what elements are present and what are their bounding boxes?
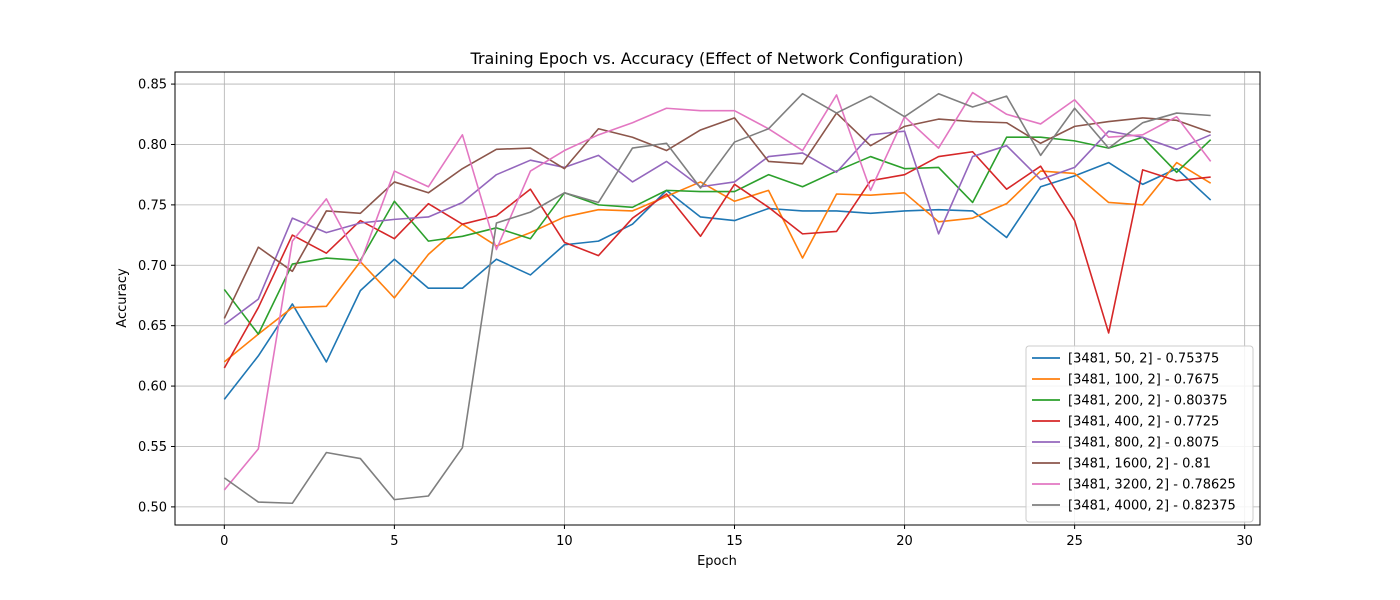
x-axis-label: Epoch — [697, 554, 737, 569]
legend: [3481, 50, 2] - 0.75375 [3481, 100, 2] - … — [1025, 345, 1254, 523]
y-tick-label: 0.85 — [138, 78, 167, 93]
series-line-0 — [223, 161, 1212, 400]
x-tick-label: 15 — [726, 534, 743, 549]
series-line-3 — [223, 150, 1211, 369]
y-tick-label: 0.55 — [138, 440, 167, 455]
plot-frame — [174, 71, 1261, 526]
y-tick-label: 0.80 — [138, 138, 167, 153]
x-tick-label: 0 — [220, 534, 228, 549]
legend-entry: [3481, 50, 2] - 0.75375 — [1068, 352, 1219, 367]
y-tick-label: 0.50 — [138, 500, 167, 515]
legend-entry: [3481, 200, 2] - 0.80375 — [1068, 394, 1228, 409]
legend-entry: [3481, 400, 2] - 0.7725 — [1068, 415, 1219, 430]
series-line-6 — [223, 91, 1212, 491]
series-line-2 — [223, 136, 1212, 335]
x-tick-label: 20 — [896, 534, 913, 549]
legend-entry: [3481, 4000, 2] - 0.82375 — [1068, 499, 1236, 514]
y-tick-label: 0.75 — [138, 198, 167, 213]
y-axis-label: Accuracy — [115, 268, 130, 328]
legend-entry: [3481, 800, 2] - 0.8075 — [1068, 436, 1219, 451]
legend-entry: [3481, 100, 2] - 0.7675 — [1068, 373, 1219, 388]
chart-title: Training Epoch vs. Accuracy (Effect of N… — [470, 49, 964, 68]
y-tick-label: 0.60 — [138, 380, 167, 395]
x-tick-label: 10 — [556, 534, 573, 549]
series-lines — [223, 91, 1212, 505]
legend-box — [1025, 345, 1254, 523]
x-tick-label: 25 — [1066, 534, 1083, 549]
y-axis: 0.50 0.55 0.60 0.65 0.70 0.75 0.80 0.85 — [138, 78, 175, 515]
y-tick-label: 0.70 — [138, 259, 167, 274]
x-tick-label: 5 — [390, 534, 398, 549]
legend-entry: [3481, 1600, 2] - 0.81 — [1068, 457, 1211, 472]
x-tick-label: 30 — [1236, 534, 1253, 549]
series-line-4 — [223, 130, 1211, 326]
y-tick-label: 0.65 — [138, 319, 167, 334]
legend-entry: [3481, 3200, 2] - 0.78625 — [1068, 478, 1236, 493]
x-axis: 0 5 10 15 20 25 30 — [220, 525, 1253, 549]
series-line-7 — [223, 92, 1211, 505]
